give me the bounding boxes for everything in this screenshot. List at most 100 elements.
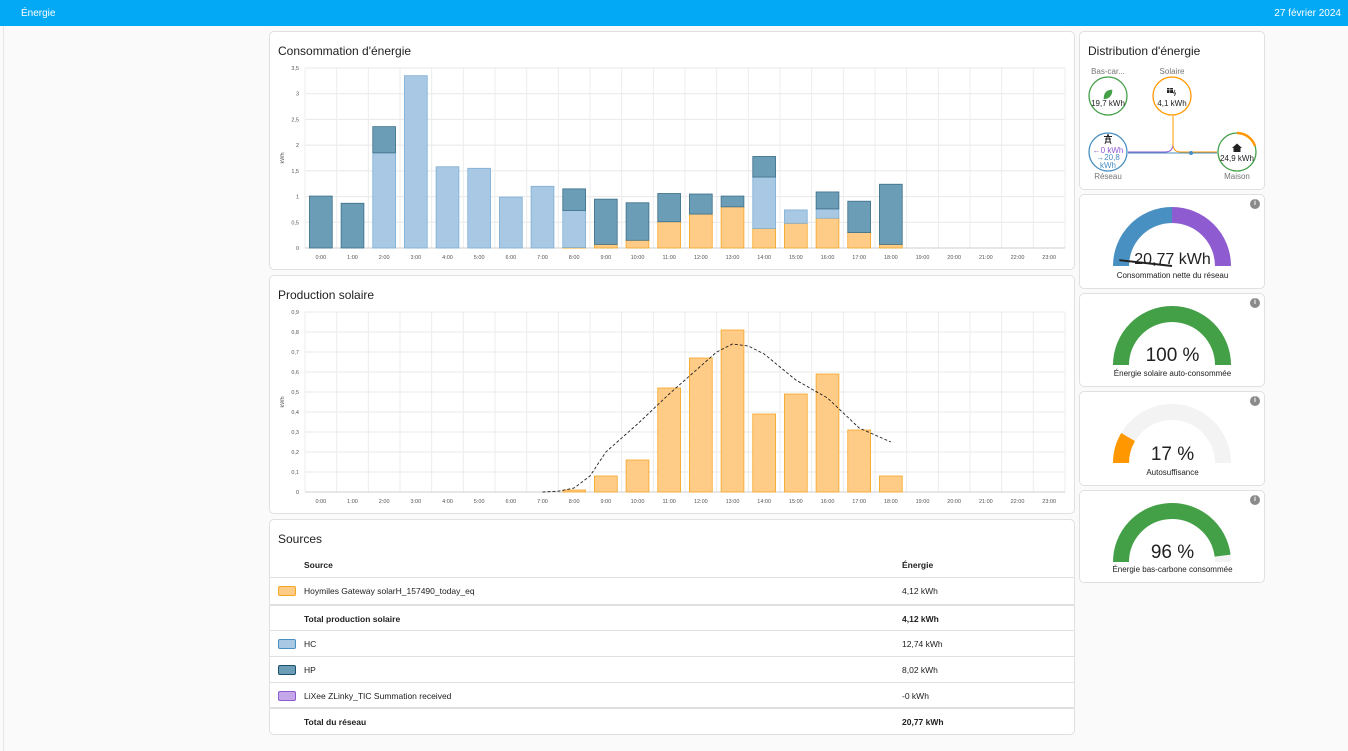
y-tick-label: 0 xyxy=(296,246,299,252)
gauge-arc-return xyxy=(1171,207,1231,267)
bar-13:00-series-0[interactable] xyxy=(720,329,745,493)
bar-10:00-series-0[interactable] xyxy=(625,459,650,493)
x-tick-label: 20:00 xyxy=(947,255,961,261)
x-tick-label: 8:00 xyxy=(569,255,580,261)
x-tick-label: 15:00 xyxy=(789,499,803,505)
legend-swatch xyxy=(278,665,296,675)
bar-18:00-series-2[interactable] xyxy=(879,183,903,245)
gauge-arc-value xyxy=(1113,306,1231,366)
info-icon[interactable]: i xyxy=(1250,199,1260,209)
bar-18:00-series-0[interactable] xyxy=(879,475,903,493)
bar-16:00-series-0[interactable] xyxy=(815,217,840,249)
x-tick-label: 7:00 xyxy=(537,255,548,261)
bar-10:00-series-0[interactable] xyxy=(625,239,650,249)
source-energy: 20,77 kWh xyxy=(902,717,944,727)
info-icon[interactable]: i xyxy=(1250,298,1260,308)
bar-17:00-series-2[interactable] xyxy=(847,200,871,233)
grid-net-gauge xyxy=(1113,207,1231,267)
gauge-needle xyxy=(1119,259,1173,267)
y-axis-label: kWh xyxy=(280,153,286,164)
bar-14:00-series-0[interactable] xyxy=(752,228,776,249)
x-tick-label: 10:00 xyxy=(631,499,645,505)
bar-8:00-series-0[interactable] xyxy=(562,489,586,493)
x-tick-label: 13:00 xyxy=(726,499,740,505)
bar-15:00-series-1[interactable] xyxy=(784,209,808,224)
y-tick-label: 0,5 xyxy=(291,390,299,396)
bar-14:00-series-1[interactable] xyxy=(752,176,776,229)
bar-15:00-series-0[interactable] xyxy=(784,222,808,249)
bar-18:00-series-0[interactable] xyxy=(879,243,903,249)
bar-13:00-series-0[interactable] xyxy=(720,206,745,249)
gauge-value: 100 % xyxy=(1145,345,1200,366)
bar-13:00-series-2[interactable] xyxy=(720,195,745,208)
x-tick-label: 19:00 xyxy=(916,255,930,261)
legend-swatch xyxy=(278,691,296,701)
bar-11:00-series-2[interactable] xyxy=(657,193,681,223)
y-tick-label: 1,5 xyxy=(291,169,299,175)
y-tick-label: 0,2 xyxy=(291,450,299,456)
self-sufficiency-gauge xyxy=(1113,404,1231,464)
date-picker-label[interactable]: 27 février 2024 xyxy=(1274,8,1341,19)
y-tick-label: 3,5 xyxy=(291,66,299,72)
solar-to-home-flow xyxy=(1172,116,1217,153)
bar-14:00-series-0[interactable] xyxy=(752,413,776,493)
consumption-title: Consommation d'énergie xyxy=(278,44,412,58)
bar-7:00-series-1[interactable] xyxy=(530,185,555,249)
y-tick-label: 0,6 xyxy=(291,370,299,376)
bar-2:00-series-1[interactable] xyxy=(372,152,396,249)
bar-8:00-series-2[interactable] xyxy=(562,188,586,211)
bar-11:00-series-0[interactable] xyxy=(657,387,681,493)
bar-9:00-series-2[interactable] xyxy=(594,198,618,245)
bar-15:00-series-0[interactable] xyxy=(784,393,808,493)
bar-8:00-series-1[interactable] xyxy=(562,210,586,248)
bar-14:00-series-2[interactable] xyxy=(752,156,776,178)
bar-12:00-series-0[interactable] xyxy=(689,357,713,493)
info-icon[interactable]: i xyxy=(1250,495,1260,505)
bar-10:00-series-2[interactable] xyxy=(625,202,650,241)
x-tick-label: 13:00 xyxy=(726,255,740,261)
legend-swatch xyxy=(278,639,296,649)
table-row: Hoymiles Gateway solarH_157490_today_eq 4… xyxy=(270,577,1075,603)
x-tick-label: 9:00 xyxy=(600,255,611,261)
bar-16:00-series-2[interactable] xyxy=(815,191,840,210)
source-name: Total du réseau xyxy=(304,717,367,727)
bar-16:00-series-1[interactable] xyxy=(815,208,840,219)
gauge-value: 20,77 kWh xyxy=(1134,251,1211,268)
column-header-energy: Énergie xyxy=(902,560,934,570)
flow-dot xyxy=(1189,151,1193,155)
bar-11:00-series-0[interactable] xyxy=(657,221,681,249)
x-tick-label: 23:00 xyxy=(1042,255,1056,261)
bar-6:00-series-1[interactable] xyxy=(499,196,523,249)
gauge-label: Énergie solaire auto-consommée xyxy=(1113,369,1232,378)
bar-16:00-series-0[interactable] xyxy=(815,373,840,493)
solar-to-grid-flow xyxy=(1128,116,1174,153)
bar-4:00-series-1[interactable] xyxy=(435,166,460,249)
bar-9:00-series-0[interactable] xyxy=(594,475,618,493)
bar-2:00-series-2[interactable] xyxy=(372,126,396,154)
bar-5:00-series-1[interactable] xyxy=(467,167,491,249)
bar-1:00-series-2[interactable] xyxy=(340,202,365,249)
bar-17:00-series-0[interactable] xyxy=(847,429,871,493)
y-tick-label: 0,1 xyxy=(291,470,299,476)
bar-17:00-series-0[interactable] xyxy=(847,232,871,249)
bar-9:00-series-0[interactable] xyxy=(594,243,618,249)
grid-label: Réseau xyxy=(1094,172,1122,181)
source-name: HP xyxy=(304,665,316,675)
gauge-label: Énergie bas-carbone consommée xyxy=(1112,565,1233,574)
grid-node[interactable] xyxy=(1088,132,1128,172)
bar-3:00-series-1[interactable] xyxy=(404,75,428,249)
bar-12:00-series-0[interactable] xyxy=(689,213,713,249)
distribution-flow-diagram xyxy=(1088,76,1257,172)
gauge-value: 17 % xyxy=(1150,444,1195,465)
gauge-arc-value xyxy=(1113,503,1231,563)
x-tick-label: 4:00 xyxy=(442,255,453,261)
bar-12:00-series-2[interactable] xyxy=(689,193,713,215)
info-icon[interactable]: i xyxy=(1250,396,1260,406)
consumption-chart: 0 0,5 1 1,5 2 2,5 3 3,5 kWh 0:00 1:00 2:00 3:00 4:00 5… xyxy=(280,66,1066,261)
bar-0:00-series-2[interactable] xyxy=(309,195,333,249)
y-tick-label: 0,7 xyxy=(291,350,299,356)
gauge-label: Consommation nette du réseau xyxy=(1116,271,1229,280)
x-tick-label: 5:00 xyxy=(474,255,485,261)
solar-node[interactable] xyxy=(1152,76,1192,116)
x-tick-label: 16:00 xyxy=(821,255,835,261)
